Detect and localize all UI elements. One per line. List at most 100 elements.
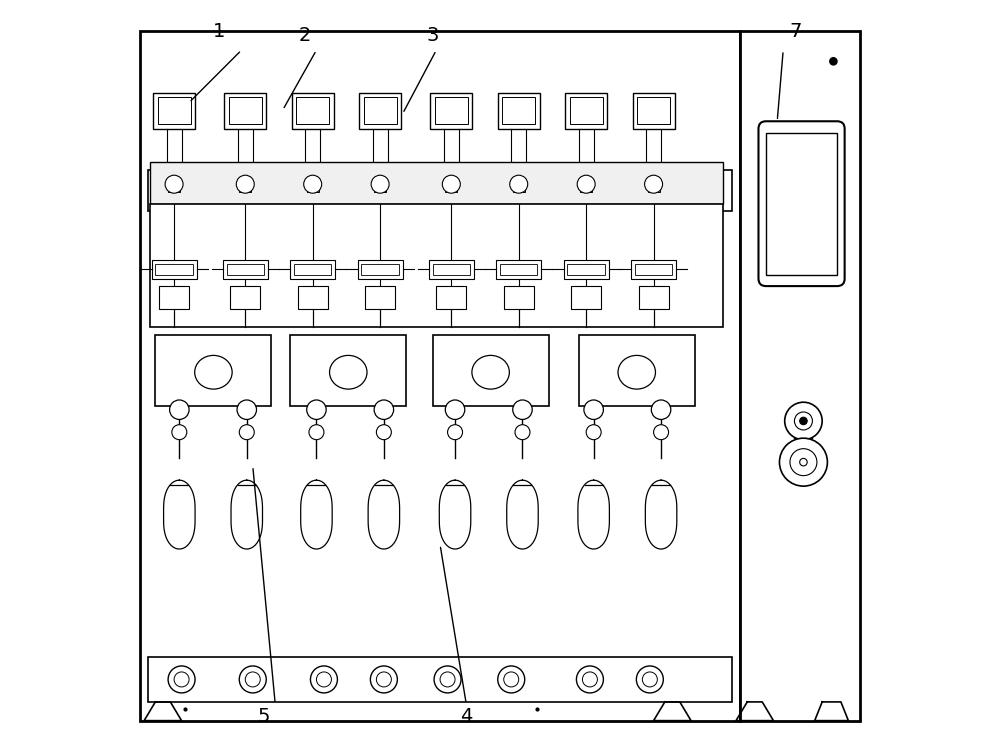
Circle shape — [445, 400, 465, 420]
Circle shape — [498, 666, 525, 693]
Circle shape — [442, 175, 460, 193]
Bar — [227, 265, 264, 274]
Circle shape — [434, 666, 461, 693]
Circle shape — [586, 425, 601, 440]
Text: 3: 3 — [426, 26, 439, 44]
Bar — [307, 185, 319, 193]
Bar — [358, 260, 403, 278]
Polygon shape — [301, 480, 332, 549]
Bar — [168, 185, 180, 193]
Circle shape — [582, 672, 597, 687]
Bar — [140, 32, 740, 720]
Bar — [292, 92, 334, 129]
Bar — [230, 286, 260, 308]
Ellipse shape — [472, 356, 509, 389]
Bar — [633, 92, 675, 129]
Bar — [571, 286, 601, 308]
Bar — [433, 335, 549, 406]
Polygon shape — [645, 480, 677, 549]
Bar — [152, 260, 197, 278]
Circle shape — [310, 666, 337, 693]
Circle shape — [245, 672, 260, 687]
Circle shape — [307, 400, 326, 420]
Circle shape — [515, 425, 530, 440]
Ellipse shape — [618, 356, 655, 389]
Circle shape — [168, 666, 195, 693]
Bar — [766, 132, 837, 274]
Circle shape — [830, 58, 837, 65]
Circle shape — [785, 402, 822, 440]
Text: 7: 7 — [790, 22, 802, 41]
Circle shape — [510, 175, 528, 193]
Bar — [570, 97, 603, 124]
Circle shape — [374, 400, 394, 420]
FancyBboxPatch shape — [758, 121, 845, 286]
Bar — [637, 97, 670, 124]
Bar — [430, 92, 472, 129]
Circle shape — [165, 175, 183, 193]
Bar — [436, 286, 466, 308]
Bar — [359, 92, 401, 129]
Bar — [435, 97, 468, 124]
Bar — [498, 92, 540, 129]
Bar — [374, 185, 386, 193]
Bar — [639, 286, 669, 308]
Polygon shape — [654, 702, 691, 720]
Bar — [294, 265, 331, 274]
Circle shape — [236, 175, 254, 193]
Bar — [290, 260, 335, 278]
Bar — [239, 185, 251, 193]
Bar — [635, 265, 672, 274]
Polygon shape — [144, 702, 182, 720]
Bar — [365, 286, 395, 308]
Bar — [580, 185, 592, 193]
Polygon shape — [736, 702, 773, 720]
Circle shape — [513, 400, 532, 420]
Circle shape — [239, 425, 254, 440]
Bar — [158, 97, 191, 124]
Bar — [496, 260, 541, 278]
Circle shape — [636, 666, 663, 693]
Bar — [159, 286, 189, 308]
Text: 5: 5 — [258, 708, 270, 726]
Circle shape — [779, 438, 827, 486]
Bar — [579, 335, 695, 406]
Bar — [504, 286, 534, 308]
Bar — [433, 265, 470, 274]
Circle shape — [504, 672, 519, 687]
Bar — [567, 265, 605, 274]
Bar — [631, 260, 676, 278]
Bar — [502, 97, 535, 124]
Circle shape — [794, 412, 812, 430]
Circle shape — [584, 400, 603, 420]
Circle shape — [172, 425, 187, 440]
Bar — [155, 335, 271, 406]
Bar — [500, 265, 537, 274]
Circle shape — [174, 672, 189, 687]
Circle shape — [237, 400, 257, 420]
Circle shape — [800, 459, 807, 466]
Ellipse shape — [330, 356, 367, 389]
Circle shape — [371, 175, 389, 193]
Bar — [445, 185, 457, 193]
Circle shape — [309, 425, 324, 440]
Bar — [648, 185, 660, 193]
Bar — [153, 92, 195, 129]
Bar — [298, 286, 328, 308]
Bar — [223, 260, 268, 278]
Polygon shape — [507, 480, 538, 549]
Bar — [229, 97, 262, 124]
Circle shape — [370, 666, 397, 693]
Circle shape — [376, 425, 391, 440]
Bar — [150, 162, 723, 204]
Polygon shape — [164, 480, 195, 549]
Text: 4: 4 — [460, 708, 472, 726]
Circle shape — [304, 175, 322, 193]
Circle shape — [577, 175, 595, 193]
Bar — [150, 204, 723, 327]
Bar — [361, 265, 399, 274]
Bar — [429, 260, 474, 278]
Bar — [296, 97, 329, 124]
Polygon shape — [368, 480, 400, 549]
Ellipse shape — [195, 356, 232, 389]
